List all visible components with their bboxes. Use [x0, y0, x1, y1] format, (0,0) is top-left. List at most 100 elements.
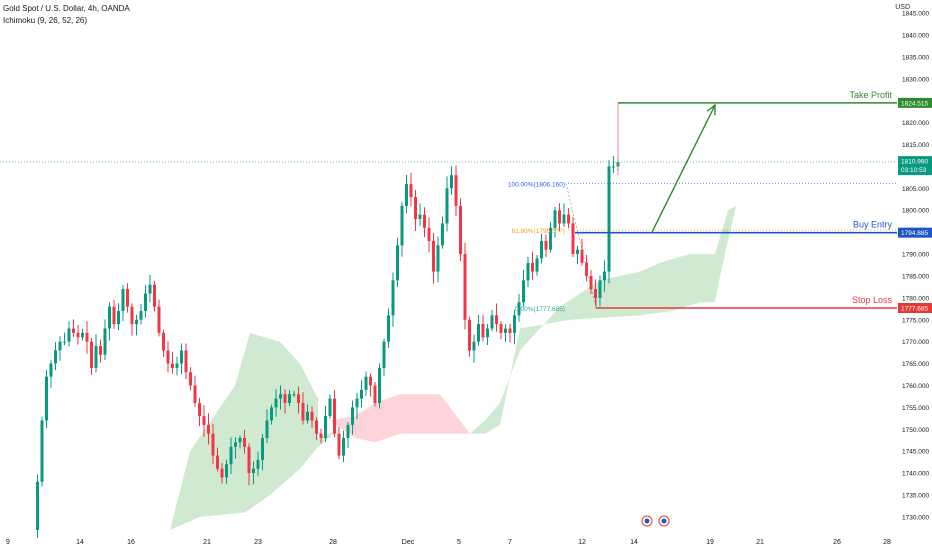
candle-body [571, 223, 575, 255]
buy-entry-price-tag-bg [898, 227, 932, 238]
candle-body [432, 240, 435, 272]
candle-body [418, 214, 422, 220]
candle-body [310, 411, 314, 421]
candle-body [112, 306, 116, 325]
candle-body [162, 332, 165, 351]
price-tick: 1840.000 [902, 33, 929, 40]
candle-body [337, 433, 341, 456]
candle-body [72, 328, 75, 333]
candle-body [445, 188, 449, 224]
price-tick: 1780.000 [902, 295, 929, 302]
price-tick: 1785.000 [902, 273, 929, 280]
candle-body [315, 420, 318, 434]
candle-body [229, 446, 233, 465]
candle-body [535, 258, 539, 272]
stop-loss-price-tag-bg [898, 302, 932, 313]
candle-body [477, 324, 480, 342]
candle-body [324, 416, 327, 439]
candle-body [261, 438, 264, 460]
candle-body [603, 271, 606, 281]
candle-body [540, 240, 543, 259]
candle-body [319, 433, 323, 439]
candle-body [238, 438, 242, 443]
candle-body [576, 249, 579, 255]
candle-body [400, 205, 404, 246]
candle-body [405, 183, 408, 206]
candle-body [382, 341, 386, 368]
cloud-bullish [170, 205, 736, 530]
economic-event-dot [644, 518, 650, 524]
candle-body [454, 175, 458, 206]
ichimoku-cloud [170, 205, 736, 530]
candle-body [499, 324, 503, 333]
cloud-bearish [330, 394, 470, 443]
candle-body [562, 214, 566, 224]
buy-entry-price-tag: 1794.885 [901, 230, 928, 237]
candle-body [612, 166, 615, 168]
time-axis: 9 14 16 21 23 28 Dec 5 7 12 14 19 21 26 28 [6, 515, 891, 546]
price-tick: 1830.000 [902, 76, 929, 83]
candle-body [153, 284, 156, 307]
candle-body [441, 223, 444, 246]
candle-body [225, 464, 228, 478]
indicator-label[interactable]: Ichimoku (9, 26, 52, 26) [3, 16, 88, 25]
last-price-tag: 1810.990 [901, 159, 928, 166]
time-tick: 5 [457, 539, 461, 546]
candle-body [360, 389, 363, 399]
candle-body [549, 227, 552, 250]
candle-body [553, 210, 557, 228]
time-tick: 28 [329, 539, 337, 546]
candle-body [198, 402, 201, 417]
price-tick: 1820.000 [902, 120, 929, 127]
currency-label: USD [895, 4, 910, 11]
candle-body [175, 363, 179, 368]
candle-body [369, 376, 372, 386]
time-tick: 16 [127, 539, 135, 546]
time-tick: 12 [578, 539, 586, 546]
candle-body [468, 319, 471, 351]
candle-body [54, 350, 57, 364]
candle-body [148, 284, 152, 294]
candle-body [189, 372, 192, 386]
candle-body [351, 407, 354, 425]
candle-body [211, 433, 215, 456]
time-tick: Dec [402, 539, 415, 546]
take-profit-price-tag-bg [898, 97, 932, 108]
fib-100-label: 100.00%(1806.160) [508, 181, 565, 188]
candle-body [58, 341, 62, 351]
candle-body [144, 293, 147, 311]
candle-body [378, 367, 381, 403]
candle-body [607, 166, 611, 272]
price-tick: 1790.000 [902, 252, 929, 259]
candle-body [508, 328, 512, 333]
candle-body [526, 262, 530, 281]
candle-body [63, 341, 66, 343]
fib-618-label: 61.80%(1795.5??) [512, 228, 566, 235]
price-tick: 1755.000 [902, 405, 929, 412]
symbol-title[interactable]: Gold Spot / U.S. Dollar, 4h, OANDA [3, 4, 130, 13]
candle-body [90, 341, 93, 368]
candle-body [252, 468, 255, 474]
price-tick: 1800.000 [902, 208, 929, 215]
candle-body [513, 315, 516, 333]
stop-loss-label: Stop Loss [852, 295, 893, 305]
candle-body [85, 332, 89, 342]
target-arrow [651, 104, 716, 233]
candle-body [117, 310, 120, 325]
candle-body [274, 398, 278, 408]
candle-body [409, 183, 413, 198]
economic-event-dot [661, 518, 667, 524]
fib-trendline [565, 183, 597, 309]
candle-body [544, 240, 548, 250]
time-tick: 14 [630, 539, 638, 546]
candle-body [517, 302, 521, 316]
candle-body [207, 424, 210, 434]
time-tick: 19 [706, 539, 714, 546]
candle-body [283, 394, 287, 403]
price-tick: 1750.000 [902, 427, 929, 434]
candle-body [265, 420, 269, 439]
candle-body [594, 289, 597, 298]
candle-body [387, 315, 390, 342]
candle-body [220, 468, 224, 478]
